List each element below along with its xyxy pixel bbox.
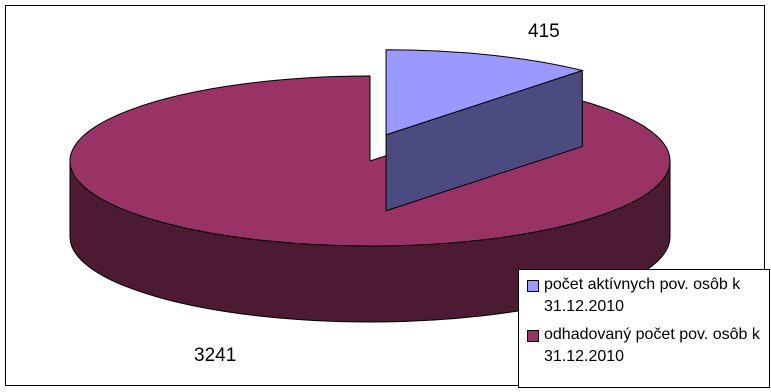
legend-label-2: odhadovaný počet pov. osôb k 31.12.2010: [544, 326, 760, 365]
legend-swatch-2: [527, 330, 539, 342]
data-label-slice-2: 3241: [194, 345, 237, 366]
legend-entry-2: odhadovaný počet pov. osôb k 31.12.2010: [527, 324, 763, 368]
pie-slice-1: [385, 49, 585, 136]
legend-entry-1: počet aktívnych pov. osôb k 31.12.2010: [527, 274, 763, 318]
legend-swatch-1: [527, 280, 539, 292]
legend: počet aktívnych pov. osôb k 31.12.2010 o…: [518, 269, 770, 388]
data-label-slice-1: 415: [528, 21, 560, 42]
legend-label-1: počet aktívnych pov. osôb k 31.12.2010: [544, 276, 741, 315]
chart-frame: 415 3241 počet aktívnych pov. osôb k 31.…: [5, 5, 770, 388]
